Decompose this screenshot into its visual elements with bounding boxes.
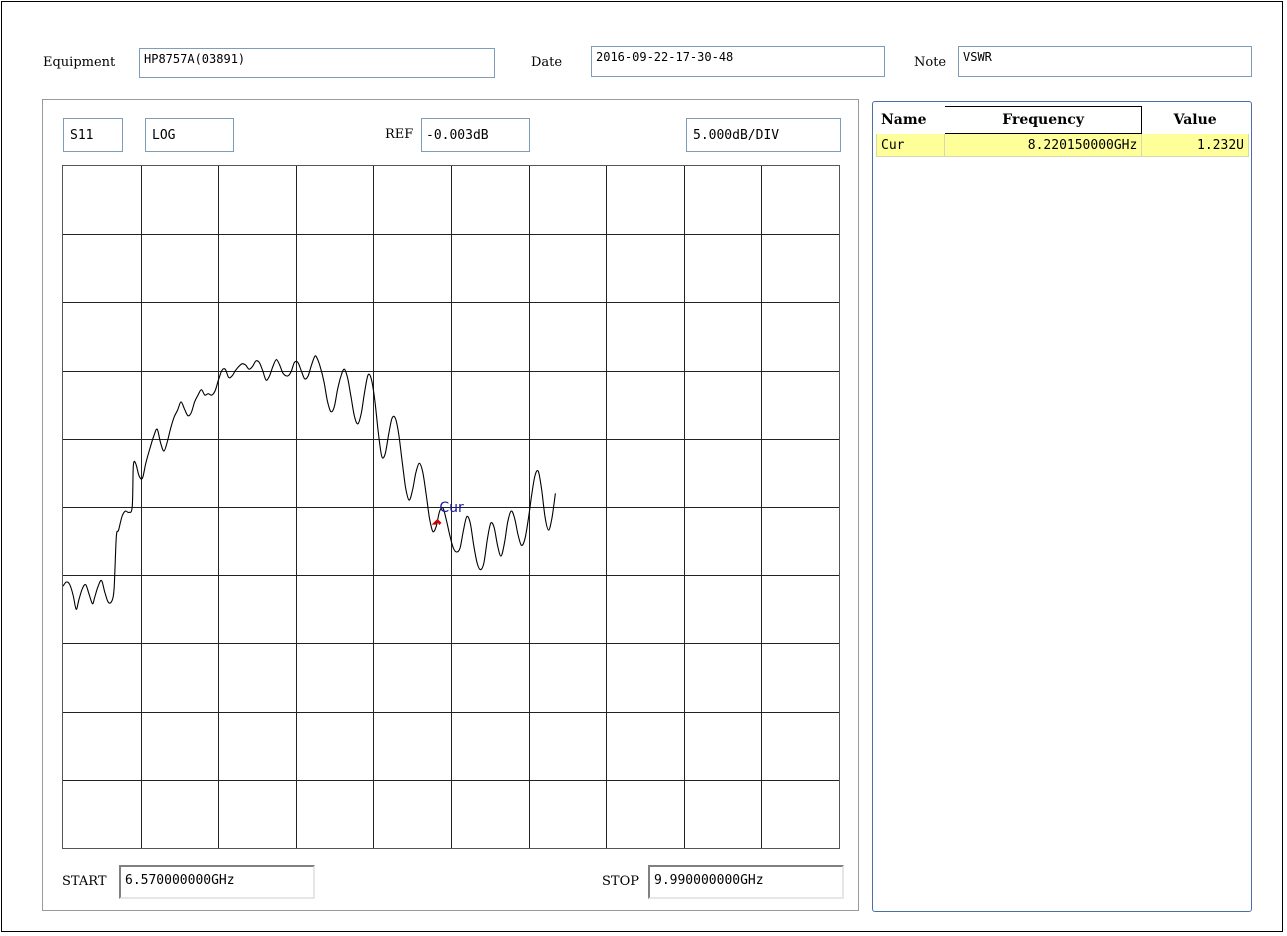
stop-label: STOP <box>602 874 639 889</box>
marker-label: Cur <box>439 500 464 516</box>
start-label: START <box>62 874 107 889</box>
stop-field[interactable]: 9.990000000GHz <box>648 865 844 899</box>
marker-table-header: Name Frequency Value <box>877 106 1249 134</box>
format-field[interactable]: LOG <box>145 118 234 152</box>
marker-value-cell: 1.232U <box>1141 133 1249 157</box>
date-label: Date <box>531 55 563 70</box>
plot-area: Cur <box>62 165 840 849</box>
marker-panel: Name Frequency Value Cur 8.220150000GHz … <box>872 101 1252 912</box>
column-header-name[interactable]: Name <box>881 112 927 128</box>
table-row[interactable]: Cur 8.220150000GHz 1.232U <box>876 133 1249 157</box>
start-field[interactable]: 6.570000000GHz <box>119 865 315 899</box>
equipment-field[interactable]: HP8757A(03891) <box>139 48 495 78</box>
ref-field[interactable]: -0.003dB <box>421 118 530 152</box>
chart-panel <box>42 99 859 911</box>
equipment-label: Equipment <box>43 55 116 70</box>
note-field[interactable]: VSWR <box>958 46 1252 77</box>
ref-label: REF <box>385 127 414 142</box>
column-header-value[interactable]: Value <box>1173 112 1217 128</box>
column-header-frequency[interactable]: Frequency <box>943 106 1143 134</box>
scale-field[interactable]: 5.000dB/DIV <box>686 118 841 152</box>
marker-frequency-cell: 8.220150000GHz <box>943 133 1143 157</box>
param-field[interactable]: S11 <box>63 118 123 152</box>
note-label: Note <box>914 55 947 70</box>
marker-name-cell: Cur <box>876 133 945 157</box>
marker-table: Name Frequency Value Cur 8.220150000GHz … <box>876 106 1249 157</box>
trace-line <box>63 355 556 610</box>
trace-chart: Cur <box>63 166 839 848</box>
date-field[interactable]: 2016-09-22-17-30-48 <box>591 46 885 77</box>
marker-pointer <box>431 519 442 526</box>
